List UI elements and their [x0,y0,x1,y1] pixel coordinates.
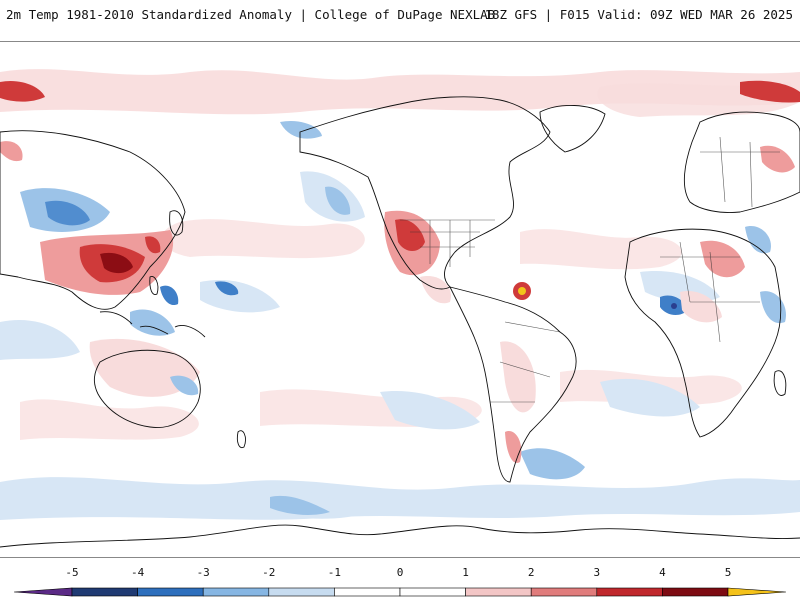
warm-anomaly-area [0,80,45,102]
colorbar-segment [202,587,270,597]
europe-borders [700,136,780,208]
colorbar-min-arrow [14,587,73,597]
africa-borders [660,241,760,343]
antarctica-outline [0,524,800,548]
cold-anomaly-area [745,226,771,254]
anomaly-shading [0,69,800,520]
colorbar-segment [530,587,598,597]
colorbar-tick-label: -4 [130,566,145,579]
colorbar-segment [399,587,466,597]
anomaly-map [0,41,800,558]
cold-anomaly-area [170,375,199,396]
colorbar-max-arrow [727,587,786,597]
south-america-borders [490,321,561,403]
asia-outline [0,130,186,310]
cold-anomaly-area [671,303,677,309]
colorbar-tick-label: 0 [396,566,404,579]
cold-anomaly-area [45,200,90,226]
colorbar-tick-label: -3 [196,566,210,579]
political-boundaries [400,136,780,403]
warm-anomaly-area [420,276,451,304]
philippines-outline [149,276,159,296]
colorbar-tick-label: -5 [65,566,79,579]
colorbar-segment [465,587,532,597]
warm-anomaly-area [0,141,23,162]
warm-anomaly-area [145,236,161,254]
colorbar-tick-label: 5 [724,566,732,579]
colorbar-segment [596,587,663,597]
colorbar-tick-label: 2 [527,566,535,579]
coastlines [0,96,800,548]
north-america-outline [299,96,551,290]
colorbar-segment [662,587,729,597]
colorbar-tick-label: 3 [593,566,601,579]
hot-spot [518,287,526,295]
colorbar [14,587,786,597]
cold-anomaly-area [280,120,322,139]
us-border [400,219,495,267]
indonesia-outline [99,311,206,338]
map-title: 2m Temp 1981-2010 Standardized Anomaly |… [6,7,496,22]
europe-outline [683,111,800,213]
colorbar-tick-label: 1 [462,566,469,579]
colorbar-legend: -5 -4 -3 -2 -1 0 1 2 3 4 5 [0,566,800,600]
warm-anomaly-area [0,69,800,115]
cold-anomaly-area [0,320,80,360]
warm-anomaly-area [680,291,722,323]
warm-anomaly-area [700,240,745,278]
warm-anomaly-area [100,252,133,274]
japan-outline [169,210,184,236]
cold-anomaly-area [160,285,179,306]
colorbar-segment [334,587,401,597]
cold-anomaly-area [215,281,239,296]
colorbar-segment [268,587,335,597]
cold-anomaly-area [520,448,585,480]
warm-anomaly-area [520,229,682,270]
cold-anomaly-area [325,186,351,215]
colorbar-tick-label: -2 [262,566,276,579]
anomaly-map-canvas [0,69,800,548]
cold-anomaly-area [0,477,800,520]
model-run-info: 18Z GFS | F015 Valid: 09Z WED MAR 26 202… [484,7,793,22]
new-zealand-outline [236,430,246,449]
warm-anomaly-area [161,219,365,259]
colorbar-tick-label: -1 [327,566,342,579]
cold-anomaly-area [270,495,330,515]
warm-anomaly-area [740,80,800,103]
warm-anomaly-area [760,145,795,173]
greenland-outline [539,104,606,153]
warm-anomaly-area [20,399,199,440]
cold-anomaly-area [200,280,280,313]
warm-anomaly-area [500,341,536,413]
cold-anomaly-area [380,391,480,430]
madagascar-outline [773,370,787,396]
cold-anomaly-area [600,378,700,417]
colorbar-segment [71,587,138,597]
colorbar-tick-label: 4 [659,566,666,579]
australia-outline [93,349,201,428]
cold-anomaly-area [130,309,175,336]
colorbar-segment [137,587,204,597]
africa-outline [624,228,782,438]
cold-anomaly-area [760,291,786,324]
warm-anomaly-area [395,219,425,251]
warm-anomaly-area [505,431,522,463]
south-america-outline [449,286,577,483]
